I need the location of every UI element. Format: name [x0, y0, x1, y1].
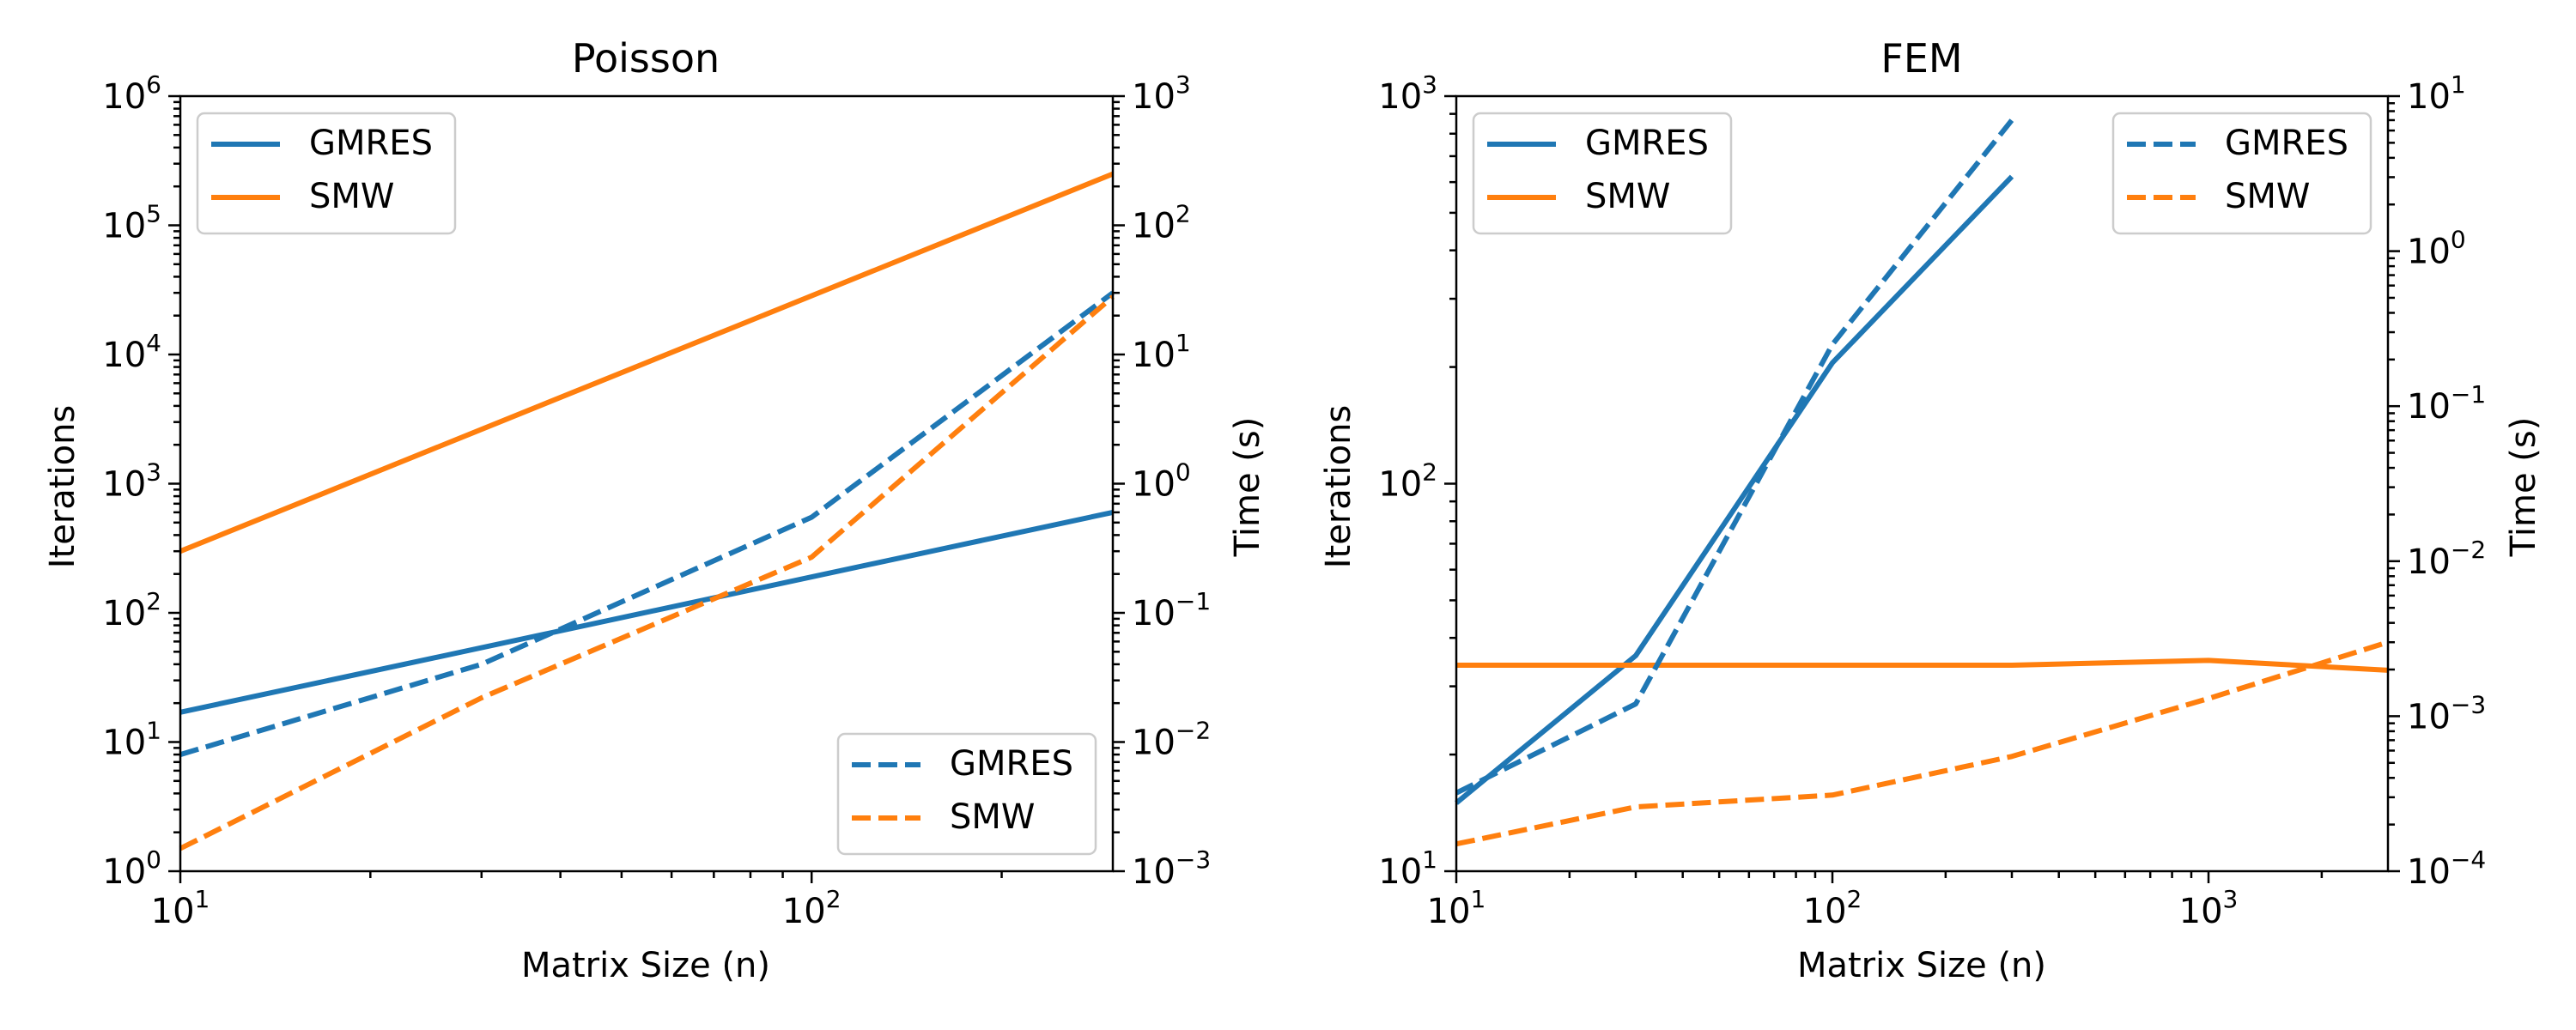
x-tick-label: 101 [1427, 885, 1486, 931]
axis-ticks: 101 10210010110210310410510610−310−210−11… [102, 70, 1211, 931]
y-tick-label-right: 10−4 [2407, 845, 2486, 892]
axes-frame [1455, 94, 2390, 873]
legend-upper-left-solid: GMRES SMW [1472, 112, 1733, 235]
x-tick-label: 101 [151, 885, 210, 931]
axis-ticks: 101 102 103 101 102 103 10−4 10−3 10−2 10−1 100 101 [1378, 70, 2486, 931]
y-tick-label-left: 102 [102, 587, 161, 633]
legend-label-gmres: GMRES [950, 744, 1073, 784]
y-tick-label-right: 102 [1132, 200, 1191, 246]
y-axis-label-right: Time (s) [1228, 417, 1267, 558]
legend-label-gmres: GMRES [309, 124, 433, 163]
y-tick-label-right: 101 [2407, 70, 2466, 117]
y-tick-label-left: 104 [102, 329, 161, 375]
y-tick-label-left: 100 [102, 845, 161, 892]
axes-frame [179, 94, 1115, 873]
x-tick-label: 102 [1803, 885, 1862, 931]
y-tick-label-left: 101 [102, 717, 161, 763]
legend-lower-right-dashed: GMRES SMW [836, 732, 1097, 856]
legend-box [836, 732, 1097, 856]
x-axis-label: Matrix Size (n) [1797, 946, 2046, 985]
series-line-gmres-dashed-right [1455, 118, 2014, 796]
chart-panel-fem: FEM Matrix Size (n) Iterations Time (s) … [1319, 35, 2543, 985]
chart-title: Poisson [572, 35, 720, 82]
legend-box [2111, 112, 2372, 235]
series-line-gmres-dashed-right [179, 290, 1115, 757]
y-tick-label-left: 101 [1378, 845, 1437, 892]
y-tick-label-right: 101 [1132, 329, 1191, 375]
legend-label-smw: SMW [1585, 177, 1670, 216]
y-tick-label-left: 105 [102, 200, 161, 246]
series-line-smw-dashed-right [1455, 639, 2389, 847]
legend-upper-right-dashed: GMRES SMW [2111, 112, 2372, 235]
y-tick-label-left: 103 [1378, 70, 1437, 117]
series-line-smw-solid-left [179, 171, 1115, 554]
legend-label-smw: SMW [309, 177, 394, 216]
y-tick-label-left: 102 [1378, 458, 1437, 505]
series-lines [1455, 118, 2389, 847]
y-tick-label-right: 10−3 [2407, 690, 2486, 736]
y-axis-label-left: Iterations [1319, 405, 1358, 569]
y-tick-label-right: 103 [1132, 70, 1191, 117]
y-axis-label-right: Time (s) [2504, 417, 2543, 558]
legend-label-smw: SMW [2225, 177, 2310, 216]
x-tick-label: 103 [2179, 885, 2239, 931]
x-axis-label: Matrix Size (n) [521, 946, 770, 985]
y-tick-label-right: 10−1 [2407, 380, 2486, 427]
legend-label-gmres: GMRES [2225, 124, 2348, 163]
y-tick-label-right: 100 [2407, 226, 2466, 272]
legends: GMRES SMW GMRES SMW [1472, 112, 2372, 235]
y-tick-label-right: 10−3 [1132, 845, 1211, 892]
y-tick-label-right: 100 [1132, 458, 1191, 505]
y-tick-label-left: 106 [102, 70, 161, 117]
legend-label-smw: SMW [950, 797, 1035, 837]
series-line-smw-solid-left [1456, 657, 2389, 673]
series-line-gmres-solid-left [179, 509, 1114, 715]
y-tick-label-left: 103 [102, 458, 161, 505]
legend-label-gmres: GMRES [1585, 124, 1709, 163]
series-lines [179, 171, 1115, 851]
y-axis-label-left: Iterations [43, 405, 82, 569]
y-tick-label-right: 10−1 [1132, 587, 1211, 633]
series-line-smw-dashed-right [179, 294, 1115, 851]
chart-title: FEM [1880, 35, 1962, 82]
legends: GMRES SMW GMRES SMW [196, 112, 1097, 856]
legend-upper-left-solid: GMRES SMW [196, 112, 457, 235]
chart-panel-poisson: Poisson Matrix Size (n) Iterations Time … [43, 35, 1267, 985]
y-tick-label-right: 10−2 [1132, 717, 1211, 763]
x-tick-label: 102 [782, 885, 841, 931]
series-line-gmres-solid-left [1455, 174, 2014, 805]
y-tick-label-right: 10−2 [2407, 536, 2486, 582]
